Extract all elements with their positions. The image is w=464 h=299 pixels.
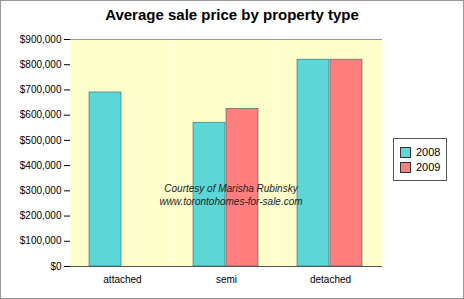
svg-text:$0: $0: [50, 261, 62, 272]
svg-text:$600,000: $600,000: [20, 109, 62, 120]
svg-text:detached: detached: [310, 274, 351, 285]
html-text:Average sale price by property: Average sale price by property type: [105, 6, 359, 23]
svg-text:$900,000: $900,000: [20, 34, 62, 45]
svg-text:$100,000: $100,000: [20, 235, 62, 246]
svg-text:semi: semi: [216, 274, 237, 285]
html-text:www.torontohomes-for-sale.com: www.torontohomes-for-sale.com: [159, 196, 303, 207]
svg-text:$300,000: $300,000: [20, 185, 62, 196]
svg-text:$500,000: $500,000: [20, 135, 62, 146]
svg-text:attached: attached: [103, 274, 141, 285]
svg-text:$400,000: $400,000: [20, 160, 62, 171]
svg-text:$200,000: $200,000: [20, 210, 62, 221]
svg-text:$800,000: $800,000: [20, 59, 62, 70]
html-text:2009: 2009: [416, 161, 441, 173]
svg-text:$700,000: $700,000: [20, 84, 62, 95]
html-text:2008: 2008: [416, 146, 441, 158]
html-text:Courtesy of Marisha Rubinsky: Courtesy of Marisha Rubinsky: [164, 183, 298, 194]
